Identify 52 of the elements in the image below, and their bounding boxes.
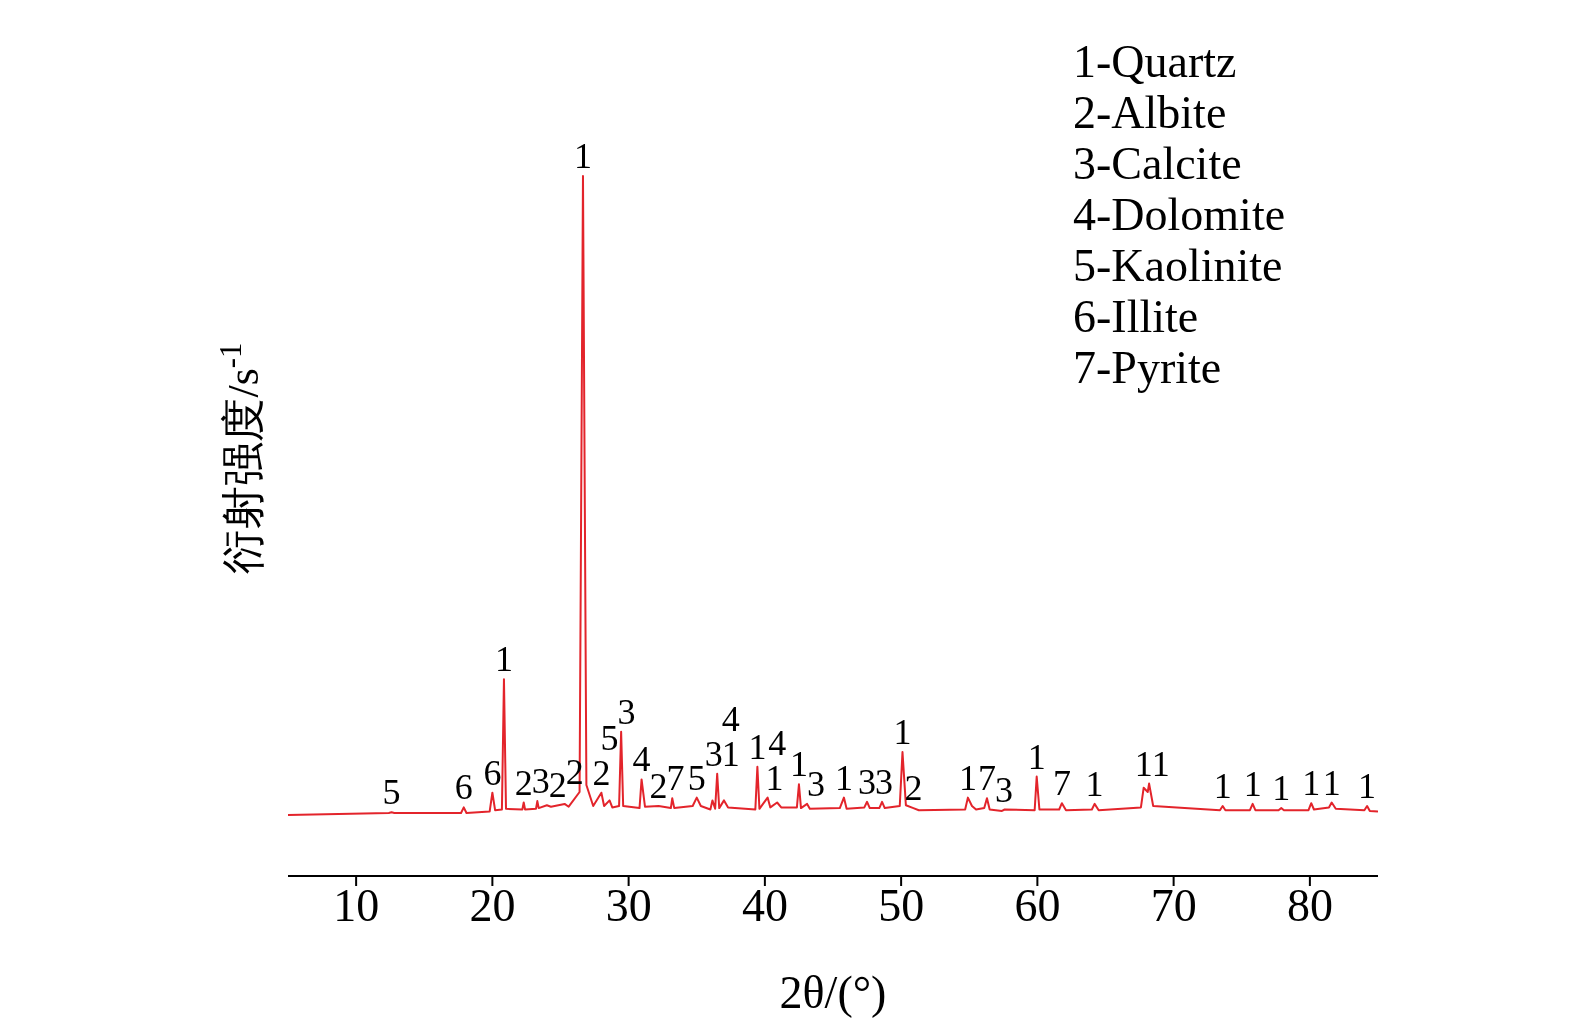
annotation: 6: [483, 752, 502, 793]
annotation: 1: [1085, 763, 1104, 804]
annotation: 1: [893, 712, 912, 753]
annotation: 1: [1272, 768, 1291, 809]
x-axis-title: 2θ/(°): [779, 967, 887, 1018]
annotation: 1: [494, 639, 513, 680]
annotation: 1: [958, 757, 977, 798]
annotation: 7-Pyrite: [1073, 342, 1223, 393]
x-tick-label: 80: [1286, 879, 1333, 931]
annotation: 1: [573, 136, 592, 176]
annotation: 3-Calcite: [1073, 138, 1243, 189]
annotation: 1: [1322, 762, 1341, 803]
x-tick-label: 60: [1014, 879, 1061, 931]
annotation: 3: [704, 733, 723, 774]
annotation: 3: [994, 769, 1013, 810]
annotation: 1: [789, 744, 808, 785]
annotation: 2: [904, 768, 923, 809]
annotation: 1: [748, 726, 767, 767]
annotation: 7: [666, 758, 685, 799]
text: 1-Quartz: [1073, 36, 1238, 87]
annotation: 6: [454, 767, 473, 808]
annotation: 1: [1302, 763, 1321, 804]
annotation: 3: [875, 761, 894, 802]
annotation: 1: [1151, 743, 1170, 784]
annotation: 1: [1027, 736, 1046, 777]
x-tick-label: 50: [878, 879, 925, 931]
annotation: 3: [617, 691, 636, 732]
annotation: 5-Kaolinite: [1073, 240, 1284, 291]
x-tick-label: 70: [1150, 879, 1197, 931]
annotation: 2: [649, 766, 668, 806]
text: 2-Albite: [1073, 87, 1228, 138]
annotation: 7: [977, 758, 996, 799]
annotation: 1: [1134, 743, 1153, 784]
annotation: 1: [1243, 763, 1262, 804]
annotation: 1: [1358, 766, 1377, 806]
annotation: 4: [632, 739, 651, 780]
annotation: 3: [531, 761, 550, 802]
annotation: 5: [687, 757, 706, 798]
annotation: 5: [382, 772, 401, 813]
annotation: 6-Illite: [1073, 291, 1200, 342]
annotation: 1: [834, 757, 853, 798]
annotation: 4-Dolomite: [1073, 189, 1286, 240]
annotation: 3: [806, 763, 825, 804]
annotation: 2: [514, 762, 533, 803]
annotation: 2: [548, 765, 567, 806]
x-tick-label: 20: [469, 879, 516, 931]
x-tick-label: 30: [605, 879, 652, 931]
annotation: 1: [1213, 766, 1232, 806]
x-tick-label: 40: [741, 879, 788, 931]
annotation: 7: [1052, 763, 1071, 804]
x-tick-label: 10: [333, 879, 380, 931]
annotation: 3: [858, 761, 877, 802]
